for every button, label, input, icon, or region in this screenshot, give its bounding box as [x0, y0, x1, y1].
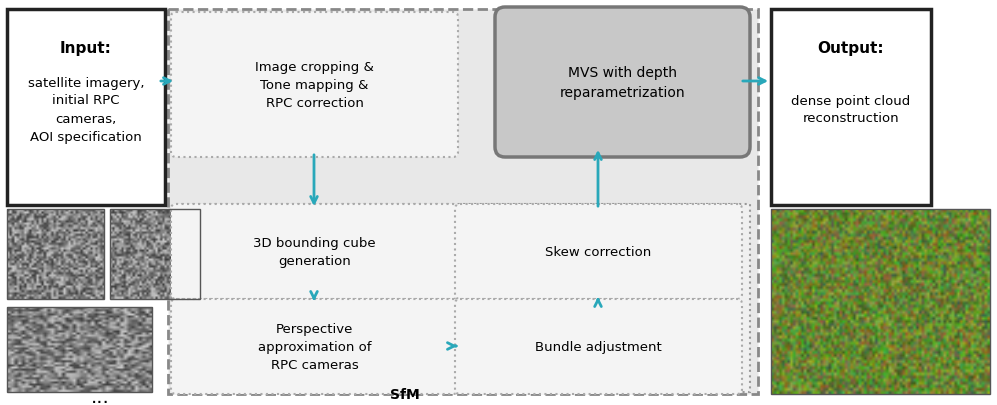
FancyBboxPatch shape: [171, 299, 458, 394]
Bar: [7, 307, 152, 392]
Text: MVS with depth
reparametrization: MVS with depth reparametrization: [559, 66, 685, 100]
Text: Skew correction: Skew correction: [545, 245, 652, 258]
Text: SfM: SfM: [390, 387, 420, 401]
Bar: [7, 209, 104, 299]
FancyBboxPatch shape: [455, 205, 742, 299]
Text: Output:: Output:: [818, 40, 884, 55]
Text: Perspective
approximation of
RPC cameras: Perspective approximation of RPC cameras: [258, 322, 371, 371]
FancyBboxPatch shape: [171, 13, 458, 158]
Bar: [771, 209, 990, 394]
Bar: [168, 10, 758, 394]
Bar: [110, 209, 200, 299]
Text: 3D bounding cube
generation: 3D bounding cube generation: [253, 237, 376, 267]
Bar: [176, 205, 750, 392]
Bar: [771, 10, 931, 205]
Text: ...: ...: [91, 388, 110, 405]
Text: Image cropping &
Tone mapping &
RPC correction: Image cropping & Tone mapping & RPC corr…: [255, 61, 374, 110]
FancyBboxPatch shape: [455, 299, 742, 394]
FancyBboxPatch shape: [495, 8, 750, 158]
Bar: [7, 10, 165, 205]
Text: Input:: Input:: [60, 40, 112, 55]
FancyBboxPatch shape: [171, 205, 458, 299]
Text: Bundle adjustment: Bundle adjustment: [535, 340, 662, 353]
Text: dense point cloud
reconstruction: dense point cloud reconstruction: [792, 94, 910, 125]
Text: satellite imagery,
initial RPC
cameras,
AOI specification: satellite imagery, initial RPC cameras, …: [28, 76, 145, 143]
